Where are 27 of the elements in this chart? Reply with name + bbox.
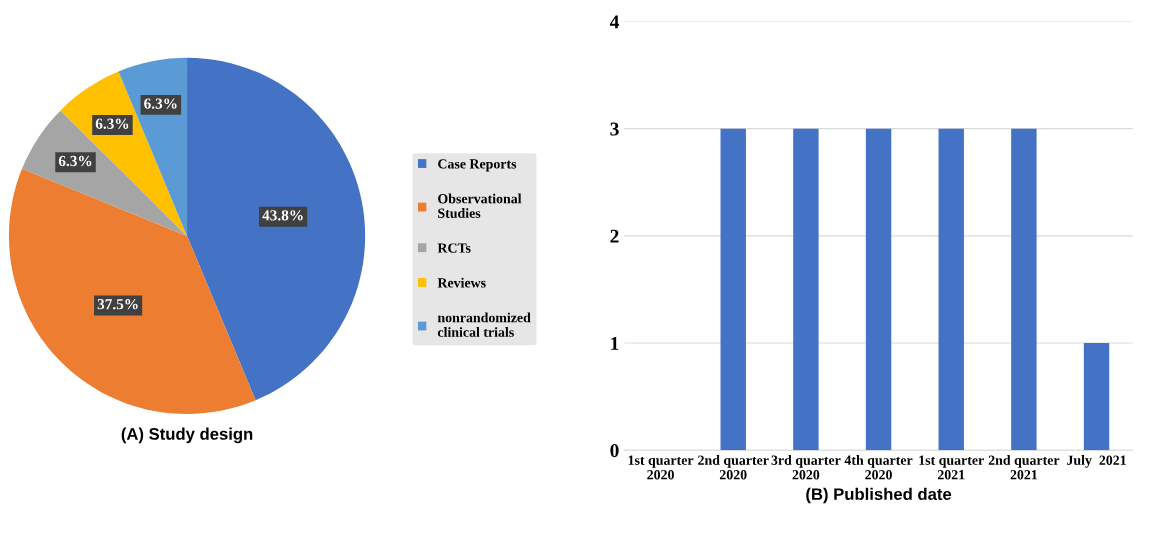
legend-label: nonrandomized clinical trials	[437, 312, 531, 337]
pie-slice	[187, 57, 366, 401]
data-label: 37.5%	[97, 299, 138, 310]
x-tick-label: 1st quarter 2020	[628, 455, 694, 480]
x-tick-label: 2nd quarter 2020	[698, 455, 769, 480]
pie-slice	[60, 71, 188, 236]
y-tick-label: 3	[610, 122, 619, 136]
y-tick-label: 1	[611, 336, 619, 350]
x-axis-title: (B) Published date	[806, 487, 952, 504]
legend-label: RCTs	[437, 243, 471, 253]
pie-slice	[8, 168, 256, 415]
legend-label: Reviews	[437, 277, 486, 288]
data-label: 43.8%	[262, 210, 303, 221]
y-tick-label: 2	[610, 229, 619, 243]
x-tick-label: July 2021	[1067, 455, 1126, 468]
x-tick-label: 4th quarter 2020	[844, 455, 913, 480]
text: (A) Study design	[121, 427, 253, 444]
data-label: 6.3%	[144, 98, 177, 109]
data-label: 6.3%	[58, 155, 92, 167]
y-tick-label: 4	[609, 15, 620, 29]
data-label: 6.3%	[95, 118, 129, 129]
legend-label: Case Reports	[438, 159, 517, 172]
legend-label: Observational Studies	[438, 193, 522, 218]
x-tick-label: 2nd quarter 2021	[988, 455, 1060, 480]
x-tick-label: 1st quarter 2021	[919, 455, 984, 480]
y-tick-label: 0	[610, 444, 619, 458]
x-tick-label: 3rd quarter 2020	[771, 455, 841, 480]
